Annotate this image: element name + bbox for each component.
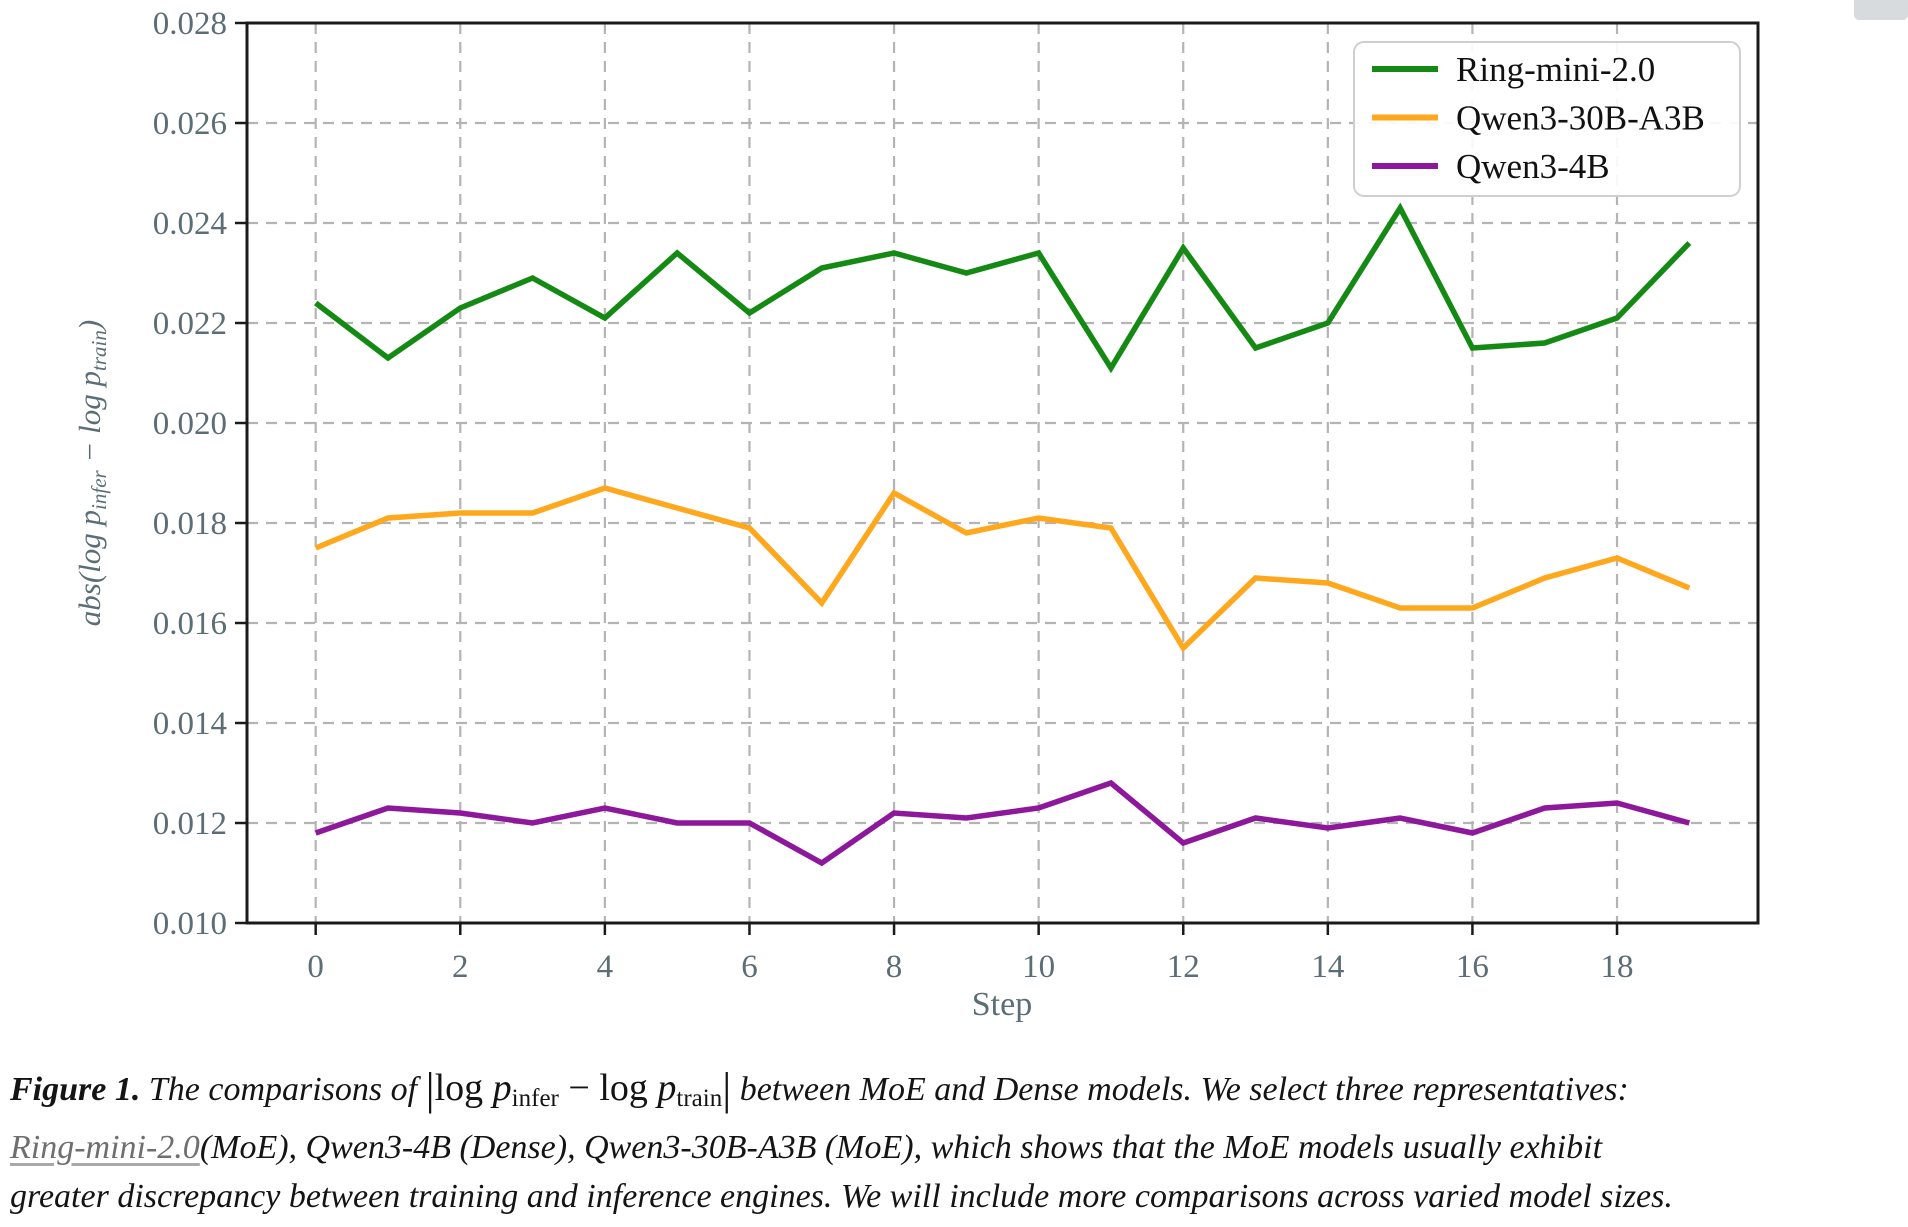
caption-text-segment: between MoE and Dense models. We select … (731, 1071, 1629, 1108)
y-axis-label-part: ) (72, 319, 107, 331)
caption-text-segment: p (492, 1067, 512, 1109)
page-corner-artifact (1854, 0, 1908, 20)
y-tick-label: 0.014 (153, 706, 227, 742)
x-tick-label: 4 (597, 949, 614, 985)
caption-text-segment: train (676, 1085, 723, 1112)
ring-mini-2-0-link[interactable]: Ring-mini-2.0 (10, 1129, 200, 1166)
caption-text-segment: The comparisons of (148, 1071, 426, 1108)
caption-text-segment: | (425, 1064, 435, 1114)
x-tick-label: 14 (1311, 949, 1344, 985)
caption-text-segment: Figure 1 (10, 1071, 132, 1108)
y-axis-label-part: train (87, 330, 111, 371)
x-tick-label: 18 (1601, 949, 1634, 985)
series-line-qwen3-30b-a3b (314, 485, 1691, 653)
y-axis-label-part: − log p (72, 370, 107, 471)
caption-text-segment: greater discrepancy between training and… (10, 1178, 1673, 1215)
y-tick-label: 0.012 (153, 806, 227, 842)
caption-text-segment: (MoE), Qwen3-4B (Dense), Qwen3-30B-A3B (… (199, 1129, 1603, 1166)
caption-text-segment: log (434, 1067, 493, 1109)
caption-text-segment: − (558, 1067, 600, 1109)
line-chart: 0 2 4 6 8 10 12 14 16 18 0.010 0.012 0.014 0.016 0.018… (153, 6, 1760, 985)
x-tick-label: 12 (1167, 949, 1200, 985)
y-tick-label: 0.020 (153, 406, 227, 442)
y-tick-label: 0.016 (153, 606, 227, 642)
series-line-ring-mini-2-0 (314, 202, 1692, 374)
x-tick-label: 16 (1456, 949, 1489, 985)
x-tick-label: 10 (1022, 949, 1055, 985)
legend-label: Qwen3-30B-A3B (1456, 99, 1705, 138)
y-tick-label: 0.022 (153, 306, 227, 342)
x-tick-label: 0 (307, 949, 324, 985)
caption-text-segment: . (131, 1071, 149, 1108)
caption-text-segment: p (657, 1067, 677, 1109)
caption-text-segment: infer (511, 1085, 559, 1112)
y-tick-label: 0.018 (153, 506, 227, 542)
caption-text-segment: | (722, 1064, 732, 1114)
legend-label: Qwen3-4B (1456, 147, 1610, 186)
y-axis-label: abs(log pinfer − log ptrain) (72, 73, 120, 873)
legend-box (1353, 41, 1741, 197)
figure-caption: Figure 1. The comparisons of |log pinfer… (10, 1064, 1900, 1221)
y-tick-label: 0.010 (153, 906, 227, 942)
x-tick-label: 2 (452, 949, 469, 985)
series-line-qwen3-4b (314, 779, 1691, 867)
caption-text-segment: log (599, 1067, 658, 1109)
caption-line: Figure 1. The comparisons of |log pinfer… (10, 1064, 1900, 1123)
x-tick-label: 6 (741, 949, 758, 985)
y-tick-label: 0.028 (153, 6, 227, 42)
caption-line: greater discrepancy between training and… (10, 1172, 1900, 1221)
caption-line: Ring-mini-2.0(MoE), Qwen3-4B (Dense), Qw… (10, 1123, 1900, 1172)
x-axis-label: Step (971, 986, 1033, 1023)
y-tick-label: 0.024 (153, 206, 227, 242)
figure-1-chart: 0 2 4 6 8 10 12 14 16 18 0.010 0.012 0.014 0.016 0.018… (72, 6, 1760, 1023)
plot-border (245, 21, 1760, 925)
legend-label: Ring-mini-2.0 (1456, 50, 1655, 89)
y-axis-label-part: abs(log p (72, 509, 107, 627)
x-tick-label: 8 (886, 949, 903, 985)
y-tick-label: 0.026 (153, 106, 227, 142)
y-axis-label-part: infer (87, 470, 111, 510)
